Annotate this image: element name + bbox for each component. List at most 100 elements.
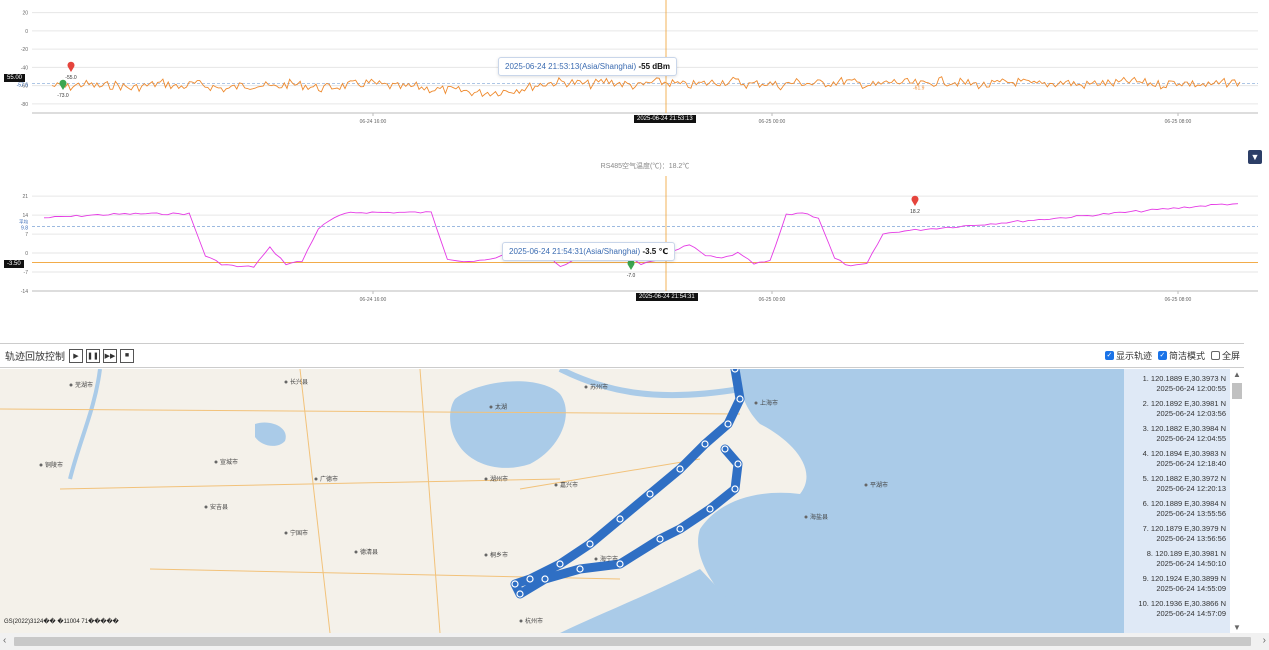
chart-title: RS485空气温度(℃)：18.2℃ — [601, 161, 690, 170]
road — [299, 369, 331, 633]
place-label: 嘉兴市 — [560, 481, 578, 489]
river — [68, 369, 102, 480]
fullscreen-checkbox[interactable]: 全屏 — [1210, 349, 1240, 362]
track-point — [541, 575, 549, 583]
place-label: 宣城市 — [220, 458, 238, 466]
track-point-item[interactable]: 5. 120.1882 E,30.3972 N 2025-06-24 12:20:… — [1124, 469, 1230, 494]
track-point-item[interactable]: 1. 120.1889 E,30.3973 N 2025-06-24 12:00:… — [1124, 369, 1230, 394]
track-point — [721, 445, 729, 453]
place-dot — [284, 380, 288, 384]
cursor-time-label: 2025-06-24 21:53:13 — [634, 115, 696, 123]
place-dot — [284, 531, 288, 535]
track-point-list[interactable]: 1. 120.1889 E,30.3973 N 2025-06-24 12:00:… — [1124, 369, 1230, 633]
x-tick-label: 06-24 16:00 — [360, 297, 387, 303]
place-label: 铜陵市 — [45, 461, 63, 469]
scroll-left-icon[interactable]: ‹ — [3, 635, 7, 646]
pause-button[interactable]: ❚❚ — [86, 348, 100, 363]
show-track-checkbox[interactable]: ✓ 显示轨迹 — [1104, 349, 1152, 362]
point-coordinates: 7. 120.1879 E,30.3979 N — [1142, 524, 1226, 533]
stop-icon: ■ — [124, 352, 130, 359]
track-point-item[interactable]: 2. 120.1892 E,30.3981 N 2025-06-24 12:03:… — [1124, 394, 1230, 419]
scroll-down-icon[interactable]: ▼ — [1233, 623, 1241, 632]
checkbox-unchecked-icon — [1210, 351, 1220, 360]
track-map[interactable]: 芜湖市 宣城市 湖州市 苏州市 上海市 杭州市 铜陵市 太湖 嘉兴市 海宁市 桐乡市 长兴县 广德市 宁国… — [0, 369, 1124, 633]
track-point-item[interactable]: 4. 120.1894 E,30.3983 N 2025-06-24 12:18:… — [1124, 444, 1230, 469]
max-pin: 18.2 — [910, 195, 920, 215]
current-value-marker: 55.00 — [4, 74, 26, 82]
max-pin-icon — [67, 61, 75, 72]
tooltip-time: 2025-06-24 21:53:13(Asia/Shanghai) — [505, 62, 637, 71]
point-coordinates: 10. 120.1936 E,30.3866 N — [1138, 599, 1226, 608]
point-time: 2025-06-24 13:56:56 — [1156, 534, 1226, 543]
scrollbar-thumb[interactable] — [1232, 383, 1242, 399]
playback-toolbar: 轨迹回放控制 ▶ ❚❚ ▶▶ ■ ✓ 显示轨迹 ✓ 简洁模式 全屏 — [0, 344, 1244, 368]
track-point — [576, 565, 584, 573]
stop-button[interactable]: ■ — [120, 348, 134, 363]
track-point — [656, 535, 664, 543]
fullscreen-label: 全屏 — [1221, 351, 1240, 361]
place-label: 苏州市 — [590, 383, 608, 391]
track-point — [731, 485, 739, 493]
list-scrollbar[interactable]: ▲ ▼ — [1230, 369, 1244, 633]
series-end-label: -61.9 — [913, 85, 925, 91]
tooltip-time: 2025-06-24 21:54:31(Asia/Shanghai) — [509, 247, 641, 256]
cursor-time-label: 2025-06-24 21:54:31 — [636, 293, 698, 301]
point-coordinates: 2. 120.1892 E,30.3981 N — [1142, 399, 1226, 408]
track-point-item[interactable]: 3. 120.1882 E,30.3984 N 2025-06-24 12:04:… — [1124, 419, 1230, 444]
place-dot — [489, 405, 493, 409]
average-label: -57.6 — [17, 82, 29, 88]
track-line — [510, 369, 745, 599]
max-pin-icon — [911, 195, 919, 206]
track-point — [731, 369, 739, 373]
point-coordinates: 8. 120.189 E,30.3981 N — [1146, 549, 1226, 558]
chevron-down-icon[interactable]: ▼ — [1248, 150, 1262, 164]
checkbox-checked-icon: ✓ — [1104, 351, 1114, 360]
point-time: 2025-06-24 14:57:09 — [1156, 609, 1226, 618]
y-tick-label: -7 — [24, 270, 29, 276]
point-time: 2025-06-24 12:03:56 — [1156, 409, 1226, 418]
road — [59, 478, 561, 490]
track-point — [511, 580, 519, 588]
track-point — [646, 490, 654, 498]
place-label: 长兴县 — [290, 378, 308, 386]
place-label: 杭州市 — [525, 617, 543, 625]
place-dot — [594, 557, 598, 561]
track-point-item[interactable]: 9. 120.1924 E,30.3899 N 2025-06-24 14:55:… — [1124, 569, 1230, 594]
scroll-right-icon[interactable]: › — [1262, 635, 1266, 646]
place-label: 安吉县 — [210, 503, 228, 511]
hangzhou-bay — [560, 569, 760, 633]
y-tick-label: 7 — [25, 232, 28, 238]
horizontal-scrollbar[interactable]: ‹ › — [0, 633, 1269, 650]
place-label: 湖州市 — [490, 475, 508, 483]
place-label: 芜湖市 — [75, 381, 93, 389]
y-tick-label: -40 — [21, 65, 28, 71]
fast-forward-button[interactable]: ▶▶ — [103, 348, 117, 363]
temperature-tooltip: 2025-06-24 21:54:31(Asia/Shanghai) -3.5 … — [502, 242, 676, 261]
simple-mode-checkbox[interactable]: ✓ 简洁模式 — [1157, 349, 1205, 362]
play-button[interactable]: ▶ — [69, 348, 83, 363]
east-sea — [698, 369, 1124, 633]
track-point — [676, 525, 684, 533]
temperature-chart[interactable]: 21 14 7 0 -7 -14 06-24 16:00 06-25 00:00 06-25 0… — [8, 148, 1262, 310]
min-pin-label: -73.0 — [57, 93, 69, 99]
track-point-item[interactable]: 7. 120.1879 E,30.3979 N 2025-06-24 13:56:… — [1124, 519, 1230, 544]
track-point-item[interactable]: 6. 120.1889 E,30.3984 N 2025-06-24 13:55:… — [1124, 494, 1230, 519]
track-point — [516, 590, 524, 598]
road — [419, 369, 441, 633]
min-pin-label: -7.0 — [627, 273, 636, 279]
place-label: 宁国市 — [290, 529, 308, 537]
track-point-item[interactable]: 10. 120.1936 E,30.3866 N 2025-06-24 14:57… — [1124, 594, 1230, 619]
display-options: ✓ 显示轨迹 ✓ 简洁模式 全屏 — [1104, 349, 1244, 362]
x-tick-label: 06-25 08:00 — [1165, 119, 1192, 125]
scroll-up-icon[interactable]: ▲ — [1233, 370, 1241, 379]
scrollbar-thumb[interactable] — [14, 637, 1251, 646]
track-point-item[interactable]: 8. 120.189 E,30.3981 N 2025-06-24 14:50:1… — [1124, 544, 1230, 569]
place-label: 德清县 — [360, 548, 378, 556]
point-coordinates: 3. 120.1882 E,30.3984 N — [1142, 424, 1226, 433]
place-dot — [484, 477, 488, 481]
average-tag: 平均 — [19, 218, 28, 225]
max-pin-label: 18.2 — [910, 209, 920, 215]
x-tick-label: 06-24 16:00 — [360, 119, 387, 125]
place-label: 太湖 — [495, 403, 507, 411]
